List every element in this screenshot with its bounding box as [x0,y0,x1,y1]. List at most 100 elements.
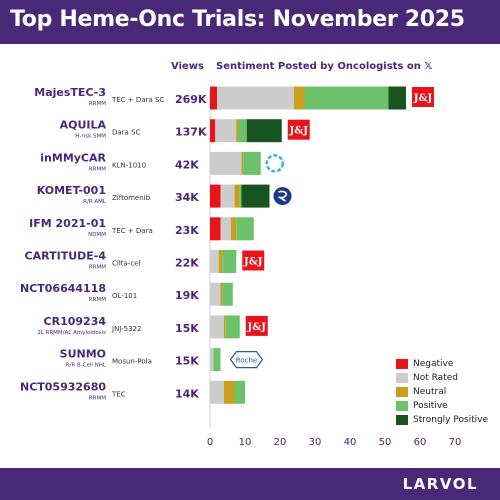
page-title: Top Heme-Onc Trials: November 2025 [10,7,465,32]
views-count: 137K [175,126,207,139]
bar-segment-strongly-positive [388,86,406,110]
jnj-logo-text: J&J [289,126,309,137]
x-tick-label: 20 [274,437,287,448]
bar-segment-not-rated [210,348,214,372]
jnj-logo-icon [287,119,310,140]
x-tick-label: 10 [239,437,252,448]
bar-segment-not-rated [210,315,224,339]
legend-item: Positive [396,400,488,412]
x-tick-label: 50 [379,437,392,448]
trial-drug: OL-101 [112,292,137,300]
bar-segment-neutral [220,282,223,306]
bar-segment-not-rated [210,282,221,306]
bar-segment-strongly-positive [246,119,282,143]
legend-item: Not Rated [396,372,488,384]
trial-indication: RRMM [89,395,106,401]
trial-name: AQUILA [60,119,107,132]
trial-drug: Mosun-Pola [112,358,152,366]
jnj-logo-text: J&J [413,93,433,104]
trial-name: MajesTEC-3 [34,86,106,99]
legend-swatch [396,373,408,383]
bar-segment-not-rated [217,86,294,110]
bar-segment-not-rated [210,380,224,404]
bar-segment-positive [243,151,261,175]
views-count: 15K [175,355,199,368]
trial-indication: R/R B-Cell NHL [66,363,107,369]
trial-name: NCT05932680 [20,380,106,393]
bar-segment-neutral [224,315,226,339]
bar-segment-neutral [231,217,237,241]
x-tick-label: 30 [309,437,322,448]
trial-indication: RRMM [89,265,106,271]
bar-segment-positive [234,380,245,404]
trial-name: SUNMO [60,348,106,361]
jnj-logo-icon [242,250,265,271]
bar-segment-neutral [236,119,238,143]
brand-logo: LARVOL [402,475,478,493]
kura-logo-icon [273,187,292,206]
bar-segment-positive [239,184,242,208]
header-banner: Top Heme-Onc Trials: November 2025 [0,0,500,44]
legend-label: Strongly Positive [413,415,489,425]
x-tick-label: 0 [207,437,213,448]
bar-segment-positive [236,217,254,241]
bar-segment-not-rated [210,151,242,175]
trial-name: KOMET-001 [37,184,106,197]
bar-segment-negative [210,86,217,110]
trial-drug: TEC + Dara SC [111,96,164,104]
trial-name: IFM 2021-01 [29,217,106,230]
trial-drug: JNJ-5322 [111,325,141,333]
legend-label: Neutral [413,387,447,397]
bar-segment-neutral [224,380,235,404]
legend: Negative Not Rated Neutral Positive Strongly… [396,358,488,428]
roche-logo-text: Roche [236,357,257,365]
legend-swatch [396,359,408,369]
footer-banner: LARVOL [0,468,500,500]
bar-segment-neutral [218,250,223,273]
jnj-logo-text: J&J [247,322,267,333]
jnj-logo-text: J&J [243,257,263,268]
bar-segment-not-rated [220,184,235,208]
views-count: 19K [175,289,199,302]
trial-name: NCT06644118 [20,282,106,295]
views-count: 269K [175,93,207,106]
x-tick-label: 70 [449,437,462,448]
trial-drug: Cilta-cel [112,260,140,268]
bar-segment-neutral [234,184,240,208]
bar-segment-neutral [241,151,244,175]
legend-item: Strongly Positive [396,414,488,426]
sentiment-chart: 0 10 20 30 40 50 60 70 MajesTEC-3 RRMM TEC + Dara … [20,86,462,448]
views-count: 14K [175,387,199,400]
bar-segment-negative [210,217,221,241]
trial-indication: 2L RRMM/AL Amyloidosis [37,330,106,336]
trial-name: CARTITUDE-4 [25,250,107,263]
trial-drug: TEC + Dara [111,227,153,235]
bar-segment-not-rated [220,217,231,241]
bar-segment-positive [304,86,389,110]
trial-indication: NDMM [88,232,106,238]
bar-segment-positive [225,315,240,339]
legend-swatch [396,401,408,411]
trial-name: CR109234 [44,315,107,328]
views-count: 23K [175,224,199,237]
sentiment-column-header: Sentiment Posted by Oncologists on 𝕏 [216,61,433,72]
jnj-logo-icon [245,315,268,336]
bar-segment-not-rated [210,250,219,273]
x-tick-label: 60 [414,437,427,448]
trial-indication: RRMM [89,297,106,303]
trial-drug: Ziftomenib [112,194,151,202]
trial-indication: H-risk SMM [75,134,106,140]
bar-segment-positive [213,348,221,372]
legend-swatch [396,415,408,425]
trial-drug: KLN-1010 [112,161,146,169]
bar-segment-positive [238,119,247,143]
trial-drug: TEC [111,390,126,398]
bar-segment-negative [210,184,221,208]
legend-item: Negative [396,358,488,370]
legend-label: Not Rated [413,373,458,383]
bar-segment-negative [210,119,216,143]
roche-logo-icon [229,351,264,369]
bar-segment-positive [222,250,237,273]
bar-segment-positive [222,282,233,306]
x-tick-label: 40 [344,437,357,448]
